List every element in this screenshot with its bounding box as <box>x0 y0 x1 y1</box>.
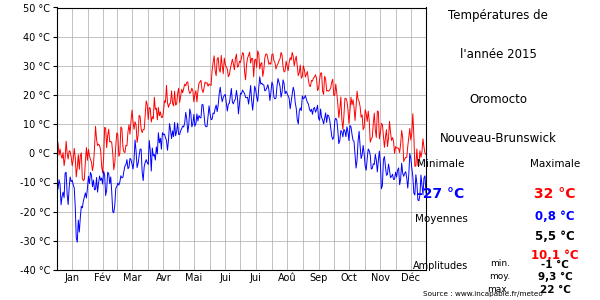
Text: 10,1 °C: 10,1 °C <box>531 249 579 262</box>
Text: 0,8 °C: 0,8 °C <box>535 210 575 223</box>
Text: Nouveau-Brunswick: Nouveau-Brunswick <box>440 132 556 145</box>
Text: Moyennes: Moyennes <box>415 214 467 224</box>
Text: Amplitudes: Amplitudes <box>413 261 469 271</box>
Text: 32 °C: 32 °C <box>534 188 576 202</box>
Text: Source : www.incapable.fr/meteo: Source : www.incapable.fr/meteo <box>423 291 543 297</box>
Text: Températures de: Températures de <box>448 9 548 22</box>
Text: -27 °C: -27 °C <box>418 188 464 202</box>
Text: Oromocto: Oromocto <box>469 93 527 106</box>
Text: l'année 2015: l'année 2015 <box>460 48 536 61</box>
Text: 22 °C: 22 °C <box>539 285 571 295</box>
Text: 9,3 °C: 9,3 °C <box>538 272 572 282</box>
Text: Maximale: Maximale <box>530 159 580 169</box>
Text: min.: min. <box>490 260 510 268</box>
Text: -1 °C: -1 °C <box>541 260 569 269</box>
Text: moy.: moy. <box>489 272 510 281</box>
Text: max.: max. <box>487 285 510 294</box>
Text: 5,5 °C: 5,5 °C <box>535 230 575 242</box>
Text: Minimale: Minimale <box>418 159 464 169</box>
